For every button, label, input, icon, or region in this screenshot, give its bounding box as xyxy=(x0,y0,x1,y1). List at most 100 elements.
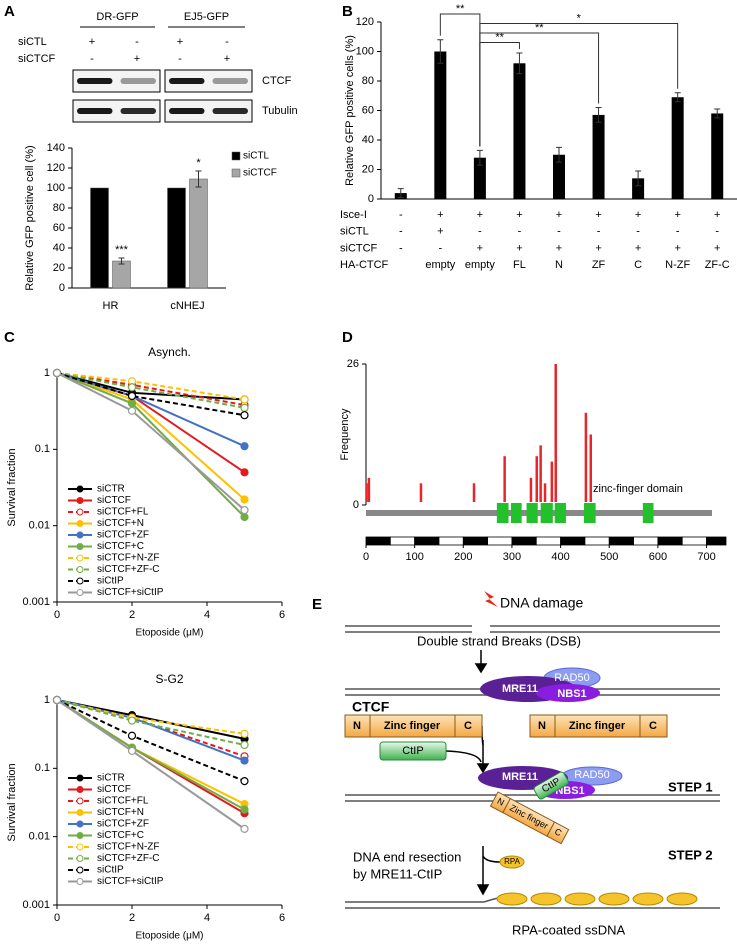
table-cell: + xyxy=(674,242,680,254)
table-cell: - xyxy=(478,226,482,238)
rpa xyxy=(530,892,562,906)
table-cell: + xyxy=(714,242,720,254)
table-row-label: Isce-I xyxy=(340,209,367,221)
label: C xyxy=(649,720,657,732)
y-tick-label: 80 xyxy=(362,75,374,87)
error-bar xyxy=(195,170,202,188)
arrowhead xyxy=(476,763,490,774)
blot-cell: + xyxy=(224,53,230,65)
point xyxy=(127,746,137,755)
protein-backbone xyxy=(366,510,712,516)
x-tick-label: 600 xyxy=(649,551,667,563)
scale-segment xyxy=(584,536,610,546)
point xyxy=(240,805,249,814)
domain xyxy=(554,503,566,523)
arrow xyxy=(444,750,482,763)
y-tick-label: 1 xyxy=(44,694,50,706)
y-tick-label: 1 xyxy=(44,367,50,379)
label: Zinc finger xyxy=(384,720,441,732)
blot-band-label: Tubulin xyxy=(262,105,298,117)
bar xyxy=(632,178,645,199)
blot-box xyxy=(72,99,161,123)
x-tick-label: N-ZF xyxy=(665,259,690,271)
table-cell: - xyxy=(438,242,442,254)
table-cell: + xyxy=(516,209,522,221)
legend-label: siCTCF+ZF-C xyxy=(97,564,160,575)
significance-bracket xyxy=(479,42,520,147)
x-tick-label: ZF xyxy=(592,259,606,271)
blot-band xyxy=(120,78,156,84)
table-cell: + xyxy=(437,209,443,221)
table-cell: + xyxy=(556,209,562,221)
y-tick-label: 0.1 xyxy=(35,443,50,455)
label: STEP 1 xyxy=(668,779,713,794)
error-bar xyxy=(714,108,721,119)
x-tick-label: 0 xyxy=(54,609,60,621)
legend-marker xyxy=(76,797,84,805)
bound-complex: RAD50 MRE11 NBS1 CtIP N Zinc finger C xyxy=(478,766,623,845)
y-tick-label: 40 xyxy=(362,134,374,146)
significance: ** xyxy=(535,22,544,34)
bar xyxy=(473,157,486,199)
legend-label: siCTL xyxy=(243,151,270,162)
legend-marker xyxy=(76,855,84,862)
legend-label: siCTCF+siCtIP xyxy=(97,876,164,887)
label: NBS1 xyxy=(557,688,586,700)
domain-label: zinc-finger domain xyxy=(593,483,683,495)
legend-marker xyxy=(76,878,84,885)
blot-header: EJ5-GFP xyxy=(184,11,229,23)
scale-segment xyxy=(560,536,586,546)
ctcf-bound: N Zinc finger C xyxy=(489,791,570,845)
point xyxy=(52,695,62,705)
table-cell: + xyxy=(674,209,680,221)
rpa xyxy=(496,892,528,906)
label: RPA-coated ssDNA xyxy=(512,922,626,937)
chart-title: S-G2 xyxy=(155,672,183,686)
table-cell: + xyxy=(595,242,601,254)
bar xyxy=(592,114,605,199)
legend-marker xyxy=(76,566,84,573)
y-axis-label: Relative GFP positive cells (%) xyxy=(344,35,356,186)
ctcf-c xyxy=(546,821,570,845)
rpa xyxy=(499,855,525,869)
point xyxy=(240,403,249,412)
point xyxy=(240,740,249,750)
point xyxy=(240,756,249,765)
legend-label: siCTCF+N xyxy=(97,518,144,529)
y-tick-label: 60 xyxy=(362,104,374,116)
ctcf-c xyxy=(454,714,483,738)
series-line xyxy=(56,699,245,758)
label: RAD50 xyxy=(554,672,589,684)
panel-label: B xyxy=(342,3,353,20)
arrowhead xyxy=(476,884,490,896)
table-cell: + xyxy=(635,242,641,254)
bar xyxy=(90,187,109,289)
table-row-label: siCTL xyxy=(340,226,369,238)
significance-bracket xyxy=(479,23,679,147)
table-cell: + xyxy=(477,242,483,254)
legend-marker xyxy=(76,832,84,839)
domain xyxy=(583,503,596,523)
legend-marker xyxy=(76,820,84,828)
x-tick-label: 2 xyxy=(129,609,135,621)
y-axis-label: Survival fraction xyxy=(6,448,18,526)
point xyxy=(240,512,249,522)
legend-label: siCTCF xyxy=(243,168,277,179)
y-tick-label: 0.1 xyxy=(35,762,50,774)
error-bar xyxy=(516,52,523,75)
blot-cell: - xyxy=(178,53,182,65)
legend-label: siCTCF+FL xyxy=(97,796,149,807)
table-row-label: siCTCF xyxy=(340,242,378,254)
blot-band xyxy=(212,108,248,114)
arrowhead xyxy=(474,663,488,674)
error-bar xyxy=(556,146,562,163)
rpa xyxy=(564,892,596,906)
legend-label: siCTCF xyxy=(97,784,131,795)
table-cell: - xyxy=(518,226,522,238)
series-line xyxy=(56,699,245,811)
point xyxy=(240,729,249,738)
blot-box xyxy=(164,99,253,123)
ctcf-c xyxy=(639,714,668,738)
label: NBS1 xyxy=(555,785,584,797)
